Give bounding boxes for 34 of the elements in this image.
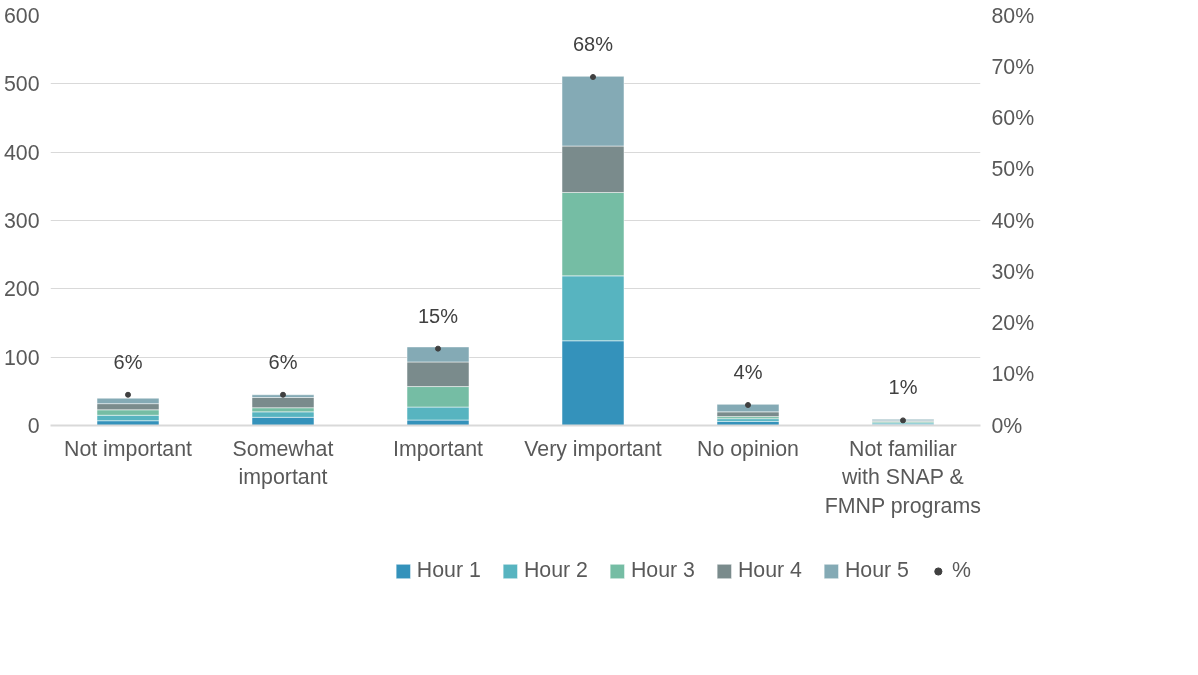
y2-tick-label: 80%: [991, 3, 1035, 28]
y2-tick-label: 0%: [991, 413, 1023, 438]
y-tick-label: 100: [3, 345, 40, 370]
x-tick-label: Not important: [63, 436, 193, 461]
data-label: 6%: [268, 350, 298, 373]
y-tick-label: 600: [3, 4, 40, 28]
y-tick-label: 0: [27, 414, 40, 438]
data-label: 6%: [113, 350, 143, 373]
y-tick-label: 300: [3, 209, 40, 233]
y2-tick-label: 50%: [991, 157, 1035, 182]
data-label: 68%: [572, 33, 614, 55]
x-tick-label: Not familiar with SNAP & FMNP programs: [824, 436, 981, 519]
data-label: 1%: [888, 376, 918, 399]
data-label: 15%: [417, 304, 459, 327]
y2-tick-label: 20%: [991, 311, 1035, 335]
x-tick-label: Important: [392, 436, 484, 461]
y2-tick-label: 40%: [991, 208, 1035, 233]
y-tick-label: 500: [3, 72, 40, 97]
data-label: 4%: [733, 361, 763, 383]
y2-tick-label: 60%: [991, 106, 1035, 130]
legend-label: %: [952, 558, 972, 583]
y2-tick-label: 10%: [991, 362, 1035, 387]
y2-tick-label: 30%: [991, 259, 1035, 284]
y-tick-label: 200: [3, 277, 40, 302]
legend-label: Hour 4: [737, 558, 802, 583]
legend-label: Hour 3: [630, 558, 695, 583]
legend-label: Hour 2: [523, 558, 588, 583]
y2-tick-label: 70%: [991, 54, 1035, 79]
x-tick-label: Somewhat important: [232, 436, 334, 490]
legend-label: Hour 5: [844, 558, 909, 583]
x-tick-label: No opinion: [697, 436, 799, 461]
legend-label: Hour 1: [416, 558, 481, 583]
x-tick-label: Very important: [524, 436, 662, 461]
y-tick-label: 400: [3, 140, 40, 165]
